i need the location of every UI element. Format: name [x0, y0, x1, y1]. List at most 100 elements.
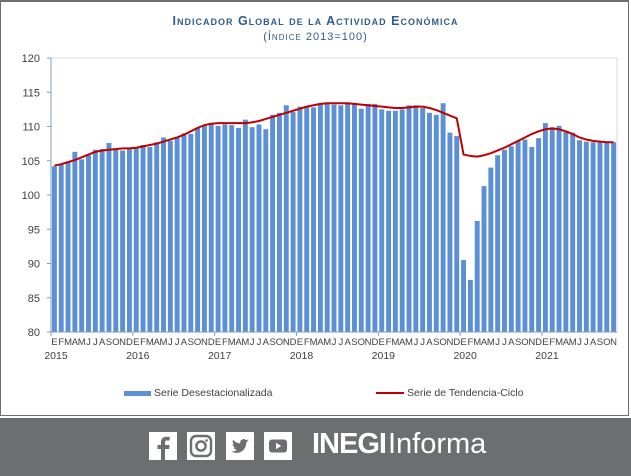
- y-tick-label: 120: [22, 53, 40, 65]
- x-month-label: D: [453, 337, 460, 348]
- facebook-icon[interactable]: [149, 432, 177, 460]
- y-tick-label: 100: [22, 190, 40, 202]
- bar: [51, 166, 57, 332]
- x-year-label: 2017: [208, 350, 232, 362]
- bar: [467, 279, 473, 332]
- bar: [276, 112, 282, 332]
- bar: [249, 127, 255, 333]
- youtube-icon[interactable]: [264, 432, 292, 460]
- x-month-label: S: [515, 337, 521, 348]
- bar: [236, 127, 241, 333]
- footer-bar: INEGI Informa: [0, 418, 631, 476]
- y-tick-label: 90: [28, 259, 40, 271]
- x-month-label: N: [283, 337, 290, 348]
- x-month-label: M: [405, 337, 413, 348]
- bar: [590, 142, 596, 332]
- x-month-label: A: [399, 337, 406, 348]
- x-month-label: O: [358, 337, 365, 348]
- x-month-label: S: [106, 337, 112, 348]
- x-month-label: O: [521, 337, 528, 348]
- x-month-label: S: [188, 337, 194, 348]
- bar: [549, 127, 555, 333]
- x-month-label: M: [64, 337, 72, 348]
- bar: [447, 132, 453, 332]
- x-month-label: O: [439, 337, 446, 348]
- x-month-label: F: [549, 337, 555, 348]
- x-month-label: A: [317, 337, 324, 348]
- bar: [263, 129, 269, 332]
- bar: [229, 125, 235, 332]
- bar: [392, 110, 398, 332]
- twitter-icon[interactable]: [226, 432, 254, 460]
- x-month-label: J: [257, 337, 262, 348]
- instagram-icon[interactable]: [187, 432, 215, 460]
- bar: [386, 110, 392, 332]
- bar: [583, 141, 589, 332]
- bar: [283, 105, 289, 333]
- x-month-label: N: [446, 337, 453, 348]
- bar: [420, 108, 426, 332]
- legend-line-label: Serie de Tendencia-Ciclo: [407, 387, 524, 399]
- bar: [508, 146, 514, 332]
- bar: [113, 149, 119, 332]
- bar: [154, 142, 160, 332]
- x-month-label: J: [577, 337, 582, 348]
- x-month-label: F: [140, 337, 146, 348]
- x-month-label: N: [365, 337, 372, 348]
- x-month-label: F: [222, 337, 228, 348]
- x-month-label: M: [487, 337, 495, 348]
- x-month-label: A: [481, 337, 488, 348]
- bar: [481, 186, 487, 332]
- bar: [461, 260, 467, 332]
- bar: [222, 124, 228, 332]
- bar: [290, 112, 296, 333]
- x-month-label: A: [590, 337, 597, 348]
- bar: [297, 106, 303, 332]
- inegi-informa-logo: INEGI Informa: [312, 428, 486, 461]
- x-month-label: A: [72, 337, 79, 348]
- x-month-label: E: [542, 337, 548, 348]
- x-month-label: J: [413, 337, 418, 348]
- x-month-label: O: [603, 337, 610, 348]
- bar: [365, 103, 371, 333]
- bar: [317, 103, 323, 333]
- bar: [215, 125, 221, 332]
- x-month-label: M: [391, 337, 399, 348]
- bar: [399, 109, 405, 333]
- x-year-label: 2019: [372, 350, 396, 362]
- x-month-label: N: [528, 337, 535, 348]
- bar: [106, 142, 112, 332]
- bar: [379, 109, 385, 333]
- x-year-label: 2016: [126, 350, 150, 362]
- x-month-label: F: [58, 337, 64, 348]
- bar: [502, 149, 507, 332]
- x-month-label: J: [338, 337, 343, 348]
- bar: [72, 151, 78, 332]
- bar: [563, 131, 569, 332]
- bar: [167, 140, 173, 332]
- bar: [488, 167, 494, 332]
- x-year-label: 2020: [453, 350, 477, 362]
- x-month-label: O: [194, 337, 201, 348]
- x-month-label: J: [502, 337, 507, 348]
- bar: [99, 149, 105, 332]
- legend-item-line: Serie de Tendencia-Ciclo: [376, 387, 524, 399]
- x-month-label: J: [495, 337, 500, 348]
- y-tick-label: 95: [28, 224, 40, 236]
- x-month-label: F: [386, 337, 392, 348]
- bar: [201, 125, 207, 332]
- x-month-label: J: [420, 337, 425, 348]
- x-month-label: M: [160, 337, 168, 348]
- bar: [161, 137, 166, 332]
- bar: [256, 124, 262, 332]
- x-month-label: M: [241, 337, 249, 348]
- bar: [174, 136, 180, 332]
- bar: [372, 103, 378, 333]
- y-tick-label: 115: [22, 87, 40, 99]
- bar: [147, 147, 153, 332]
- x-month-label: E: [215, 337, 221, 348]
- bar: [495, 155, 501, 332]
- x-month-label: M: [473, 337, 481, 348]
- bar: [515, 140, 521, 332]
- x-month-label: A: [426, 337, 433, 348]
